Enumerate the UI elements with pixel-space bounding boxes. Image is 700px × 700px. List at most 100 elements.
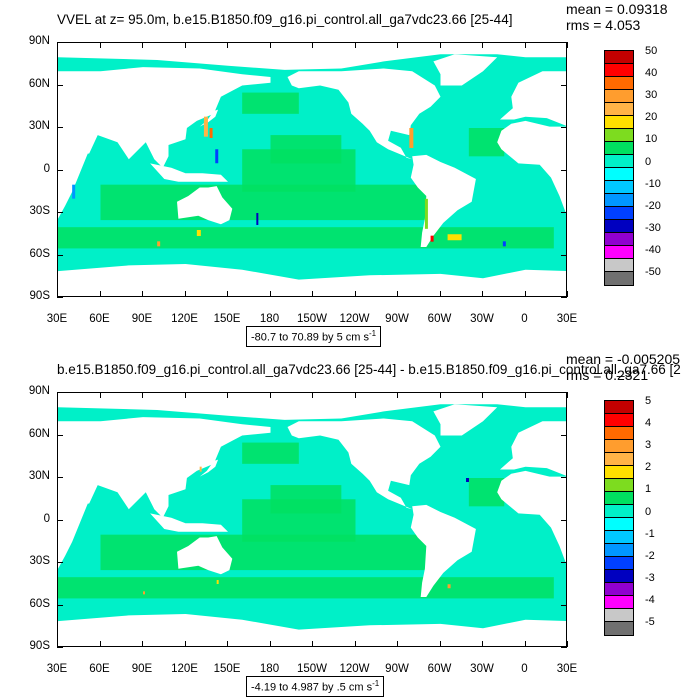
mean-value: mean = -0.005205 bbox=[566, 351, 681, 367]
longitude-tick bbox=[269, 392, 271, 398]
colorbar-label: 40 bbox=[645, 67, 658, 80]
latitude-tick-label: 0 bbox=[43, 512, 50, 525]
colorbar-label: -3 bbox=[645, 571, 655, 584]
contour-band bbox=[270, 135, 342, 164]
longitude-tick bbox=[227, 291, 228, 297]
longitude-tick bbox=[184, 291, 186, 297]
latitude-tick-label: 60N bbox=[28, 77, 50, 90]
land-mask bbox=[58, 43, 566, 70]
longitude-tick bbox=[482, 641, 483, 647]
longitude-tick bbox=[184, 392, 186, 398]
longitude-tick bbox=[227, 641, 228, 647]
panel-title: VVEL at z= 95.0m, b.e15.B1850.f09_g16.pi… bbox=[57, 12, 513, 27]
latitude-tick bbox=[561, 434, 567, 436]
contour-range-label: -4.19 to 4.987 by .5 cm s-1 bbox=[246, 676, 385, 697]
colorbar-swatch bbox=[605, 414, 633, 427]
longitude-tick bbox=[99, 291, 101, 297]
longitude-tick bbox=[312, 291, 313, 297]
velocity-anomaly bbox=[216, 580, 219, 584]
colorbar-label: -2 bbox=[645, 549, 655, 562]
latitude-tick-label: 60S bbox=[29, 247, 50, 260]
longitude-tick-label: 120W bbox=[339, 313, 370, 325]
longitude-tick bbox=[269, 641, 271, 647]
land-mask bbox=[150, 163, 228, 182]
latitude-tick-label: 0 bbox=[43, 162, 50, 175]
velocity-anomaly bbox=[502, 241, 506, 247]
longitude-tick bbox=[269, 291, 271, 297]
velocity-anomaly bbox=[424, 198, 428, 229]
longitude-tick-label: 60W bbox=[427, 313, 452, 325]
colorbar-swatch bbox=[605, 246, 633, 259]
colorbar-swatch bbox=[605, 427, 633, 440]
latitude-tick-label: 60N bbox=[28, 427, 50, 440]
colorbar-swatch bbox=[605, 103, 633, 116]
longitude-tick-label: 90E bbox=[131, 313, 153, 325]
longitude-tick bbox=[184, 641, 186, 647]
longitude-tick-label: 120W bbox=[339, 663, 370, 675]
map-plot bbox=[57, 42, 567, 297]
longitude-tick-label: 90W bbox=[385, 663, 409, 675]
longitude-tick-label: 180 bbox=[259, 663, 280, 675]
longitude-tick-label: 60E bbox=[89, 663, 110, 675]
colorbar bbox=[604, 400, 634, 636]
longitude-tick-label: 90W bbox=[385, 313, 409, 325]
colorbar-swatch bbox=[605, 142, 633, 155]
longitude-tick bbox=[99, 392, 101, 398]
longitude-tick bbox=[57, 42, 58, 48]
contour-band bbox=[58, 577, 554, 599]
longitude-tick-label: 30E bbox=[46, 313, 68, 325]
velocity-anomaly bbox=[447, 584, 451, 589]
velocity-anomaly bbox=[203, 116, 208, 137]
colorbar-swatch bbox=[605, 544, 633, 557]
ocean-map bbox=[58, 393, 566, 646]
colorbar-swatch bbox=[605, 453, 633, 466]
colorbar-swatch bbox=[605, 129, 633, 142]
colorbar-label: 0 bbox=[645, 505, 652, 518]
latitude-tick-label: 30S bbox=[29, 205, 50, 217]
colorbar-swatch bbox=[605, 233, 633, 246]
colorbar-swatch bbox=[605, 272, 633, 285]
longitude-tick bbox=[482, 42, 483, 48]
longitude-tick-label: 150E bbox=[213, 313, 241, 325]
colorbar-swatch bbox=[605, 77, 633, 90]
latitude-tick bbox=[57, 254, 63, 256]
longitude-tick bbox=[99, 641, 101, 647]
longitude-tick bbox=[142, 42, 143, 48]
longitude-tick bbox=[57, 291, 58, 297]
velocity-anomaly bbox=[72, 184, 76, 199]
colorbar-swatch bbox=[605, 505, 633, 518]
longitude-tick-label: 120E bbox=[171, 663, 198, 675]
latitude-tick bbox=[57, 169, 63, 171]
longitude-tick bbox=[482, 291, 483, 297]
velocity-anomaly bbox=[196, 230, 201, 236]
colorbar-label: -30 bbox=[645, 221, 661, 234]
land-mask bbox=[199, 459, 219, 477]
colorbar-swatch bbox=[605, 155, 633, 168]
longitude-tick bbox=[354, 641, 356, 647]
colorbar-label: 10 bbox=[645, 133, 658, 146]
latitude-tick bbox=[561, 84, 567, 86]
colorbar-label: -20 bbox=[645, 199, 661, 212]
land-mask bbox=[177, 186, 233, 225]
latitude-tick-label: 30N bbox=[28, 120, 50, 132]
land-mask bbox=[497, 120, 566, 214]
longitude-tick bbox=[269, 42, 271, 48]
contour-range-label: -80.7 to 70.89 by 5 cm s-1 bbox=[246, 326, 382, 347]
colorbar-swatch bbox=[605, 259, 633, 272]
latitude-tick bbox=[561, 297, 567, 298]
colorbar-swatch bbox=[605, 440, 633, 453]
colorbar-swatch bbox=[605, 116, 633, 129]
colorbar-label: -4 bbox=[645, 593, 655, 606]
longitude-tick bbox=[567, 641, 568, 647]
latitude-tick bbox=[57, 477, 63, 478]
latitude-tick bbox=[561, 254, 567, 256]
longitude-tick bbox=[142, 641, 143, 647]
land-mask bbox=[58, 417, 271, 569]
colorbar-label: 20 bbox=[645, 111, 658, 124]
colorbar-swatch bbox=[605, 168, 633, 181]
longitude-tick bbox=[524, 392, 526, 398]
land-mask bbox=[58, 614, 566, 646]
velocity-anomaly bbox=[157, 241, 161, 247]
longitude-tick-label: 90E bbox=[131, 663, 153, 675]
land-mask bbox=[287, 418, 441, 510]
